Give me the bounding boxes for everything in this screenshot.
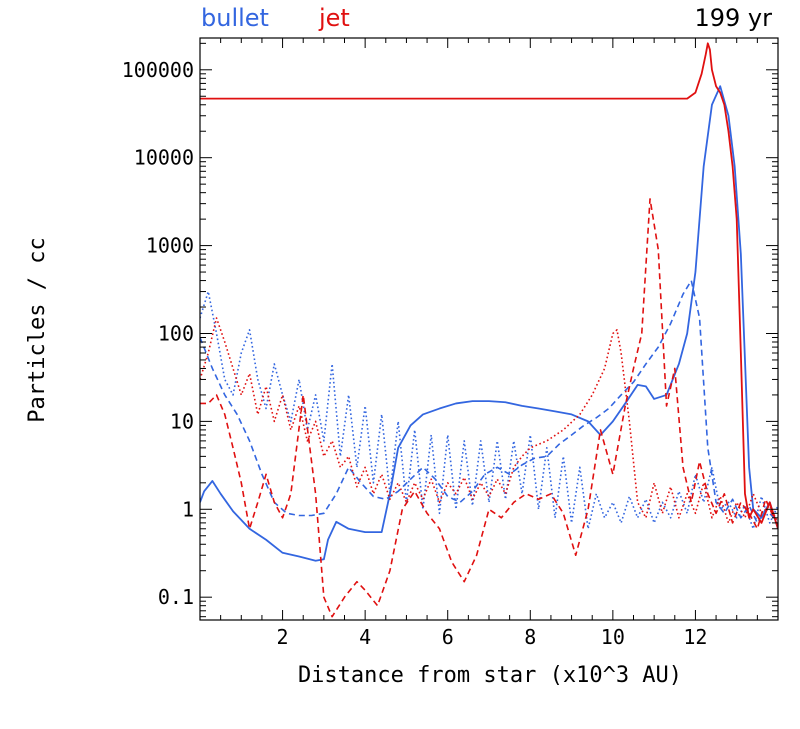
series-line-bullet-solid — [200, 85, 778, 562]
legend-entry-bullet: bullet — [201, 4, 269, 32]
x-tick-label: 4 — [359, 625, 371, 649]
series-line-bullet-dotted — [200, 290, 778, 530]
y-tick-label: 100 — [158, 321, 194, 345]
x-tick-label: 2 — [277, 625, 289, 649]
series-line-jet-dotted — [200, 317, 778, 524]
y-tick-label: 100000 — [122, 58, 194, 82]
series-line-jet-dashed — [200, 198, 775, 618]
x-axis-label: Distance from star (x10^3 AU) — [298, 663, 682, 688]
legend-entry-jet: jet — [318, 4, 350, 32]
series-layer — [200, 42, 778, 618]
series-line-bullet-dashed — [200, 279, 775, 524]
y-tick-label: 0.1 — [158, 585, 194, 609]
x-tick-label: 8 — [524, 625, 536, 649]
ticks-layer: 2 4 6 8 10 12 0.1 1 10 100 1000 10000 100000 — [122, 38, 778, 649]
x-tick-label: 6 — [442, 625, 454, 649]
y-tick-label: 1000 — [146, 234, 194, 258]
y-tick-label: 10000 — [134, 146, 194, 170]
y-tick-label: 1 — [182, 497, 194, 521]
x-tick-label: 12 — [683, 625, 707, 649]
y-tick-label: 10 — [170, 409, 194, 433]
time-annotation: 199 yr — [694, 4, 772, 32]
series-line-jet-solid — [200, 42, 778, 530]
plot-frame — [199, 37, 779, 621]
x-tick-label: 10 — [601, 625, 625, 649]
y-axis-label: Particles / cc — [25, 237, 50, 422]
